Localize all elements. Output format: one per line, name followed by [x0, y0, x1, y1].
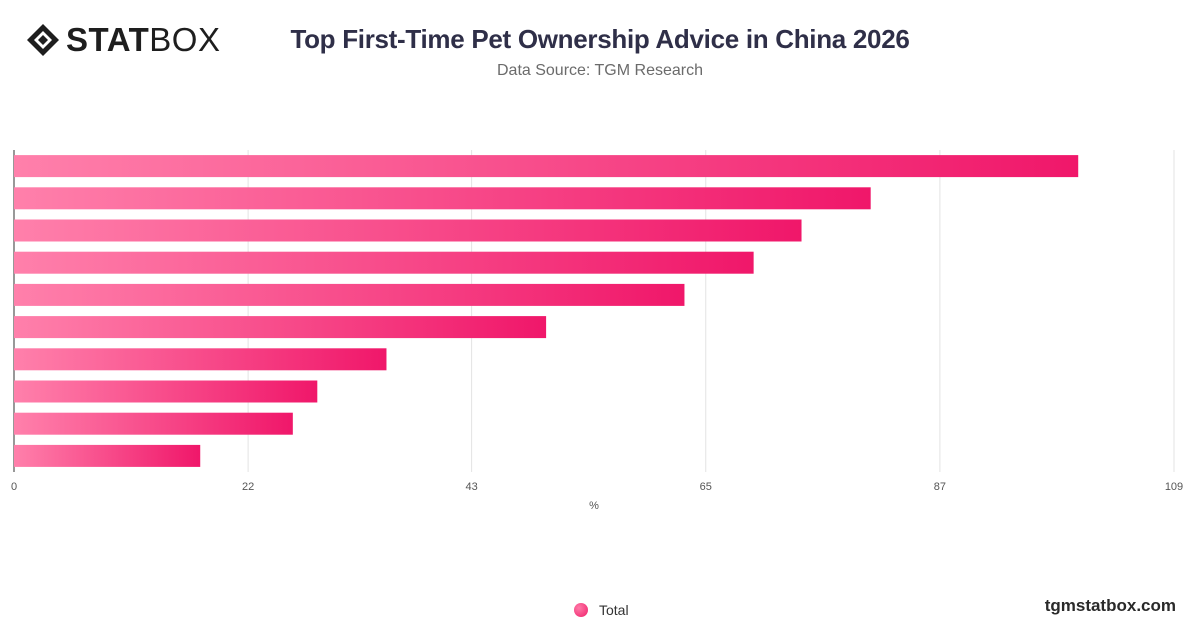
- logo-wordmark: STATBOX: [66, 22, 220, 58]
- bar[interactable]: [14, 155, 1079, 178]
- chart-title: Top First-Time Pet Ownership Advice in C…: [290, 24, 910, 54]
- bar[interactable]: [14, 251, 754, 274]
- bar[interactable]: [14, 348, 387, 371]
- legend-label-total: Total: [599, 602, 629, 618]
- x-tick-label: 43: [465, 481, 477, 493]
- x-tick-label: 109: [1165, 481, 1183, 493]
- x-tick-label: 65: [700, 481, 712, 493]
- logo-text-light: BOX: [149, 21, 221, 58]
- bar[interactable]: [14, 444, 201, 467]
- footer-site: tgmstatbox.com: [1044, 596, 1176, 615]
- x-axis-label: %: [589, 500, 599, 512]
- x-tick-label: 0: [11, 481, 17, 493]
- bar[interactable]: [14, 316, 547, 339]
- bar[interactable]: [14, 412, 293, 435]
- chart-subtitle: Data Source: TGM Research: [496, 62, 703, 79]
- statbox-logo: STATBOX: [26, 22, 220, 58]
- x-tick-label: 87: [934, 481, 946, 493]
- legend-marker: [574, 603, 588, 617]
- bar[interactable]: [14, 283, 685, 306]
- bar[interactable]: [14, 187, 871, 210]
- x-tick-label: 22: [242, 481, 254, 493]
- logo-text-bold: STAT: [66, 21, 150, 58]
- chart-legend[interactable]: Total: [574, 602, 629, 618]
- bar[interactable]: [14, 219, 802, 242]
- statbox-diamond-icon: [27, 24, 59, 56]
- bar[interactable]: [14, 380, 318, 403]
